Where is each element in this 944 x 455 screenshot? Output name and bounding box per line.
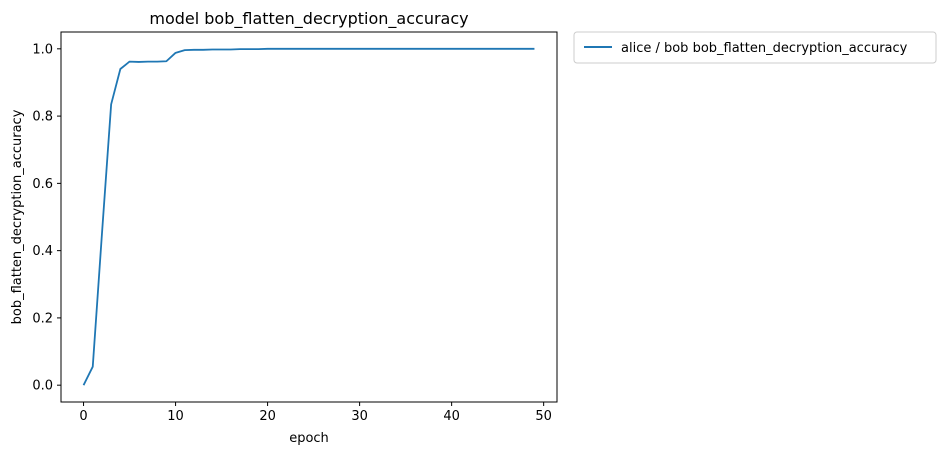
x-tick-label: 40 — [443, 409, 460, 424]
plot-frame — [60, 31, 558, 403]
x-axis: 0 10 20 30 40 50 — [79, 402, 552, 424]
y-axis-label: bob_flatten_decryption_accuracy — [10, 109, 25, 324]
legend: alice / bob bob_flatten_decryption_accur… — [573, 31, 937, 64]
y-tick-label: 0.2 — [32, 311, 53, 326]
series-line-0 — [82, 47, 535, 386]
legend-box — [573, 31, 937, 64]
y-tick-label: 0.4 — [32, 244, 53, 259]
chart-title: model bob_flatten_decryption_accuracy — [149, 9, 468, 29]
y-tick-label: 0.6 — [32, 177, 53, 192]
y-axis: 0.0 0.2 0.4 0.6 0.8 1.0 — [32, 42, 61, 394]
x-tick-label: 30 — [351, 409, 368, 424]
y-tick-label: 0.8 — [32, 110, 53, 125]
y-tick-label: 0.0 — [32, 379, 53, 394]
x-tick-label: 50 — [535, 409, 552, 424]
legend-entry-label: alice / bob bob_flatten_decryption_accur… — [621, 41, 908, 56]
x-axis-label: epoch — [289, 431, 329, 446]
y-tick-label: 1.0 — [32, 42, 53, 57]
x-tick-label: 10 — [167, 409, 184, 424]
x-tick-label: 20 — [259, 409, 276, 424]
x-tick-label: 0 — [79, 409, 87, 424]
